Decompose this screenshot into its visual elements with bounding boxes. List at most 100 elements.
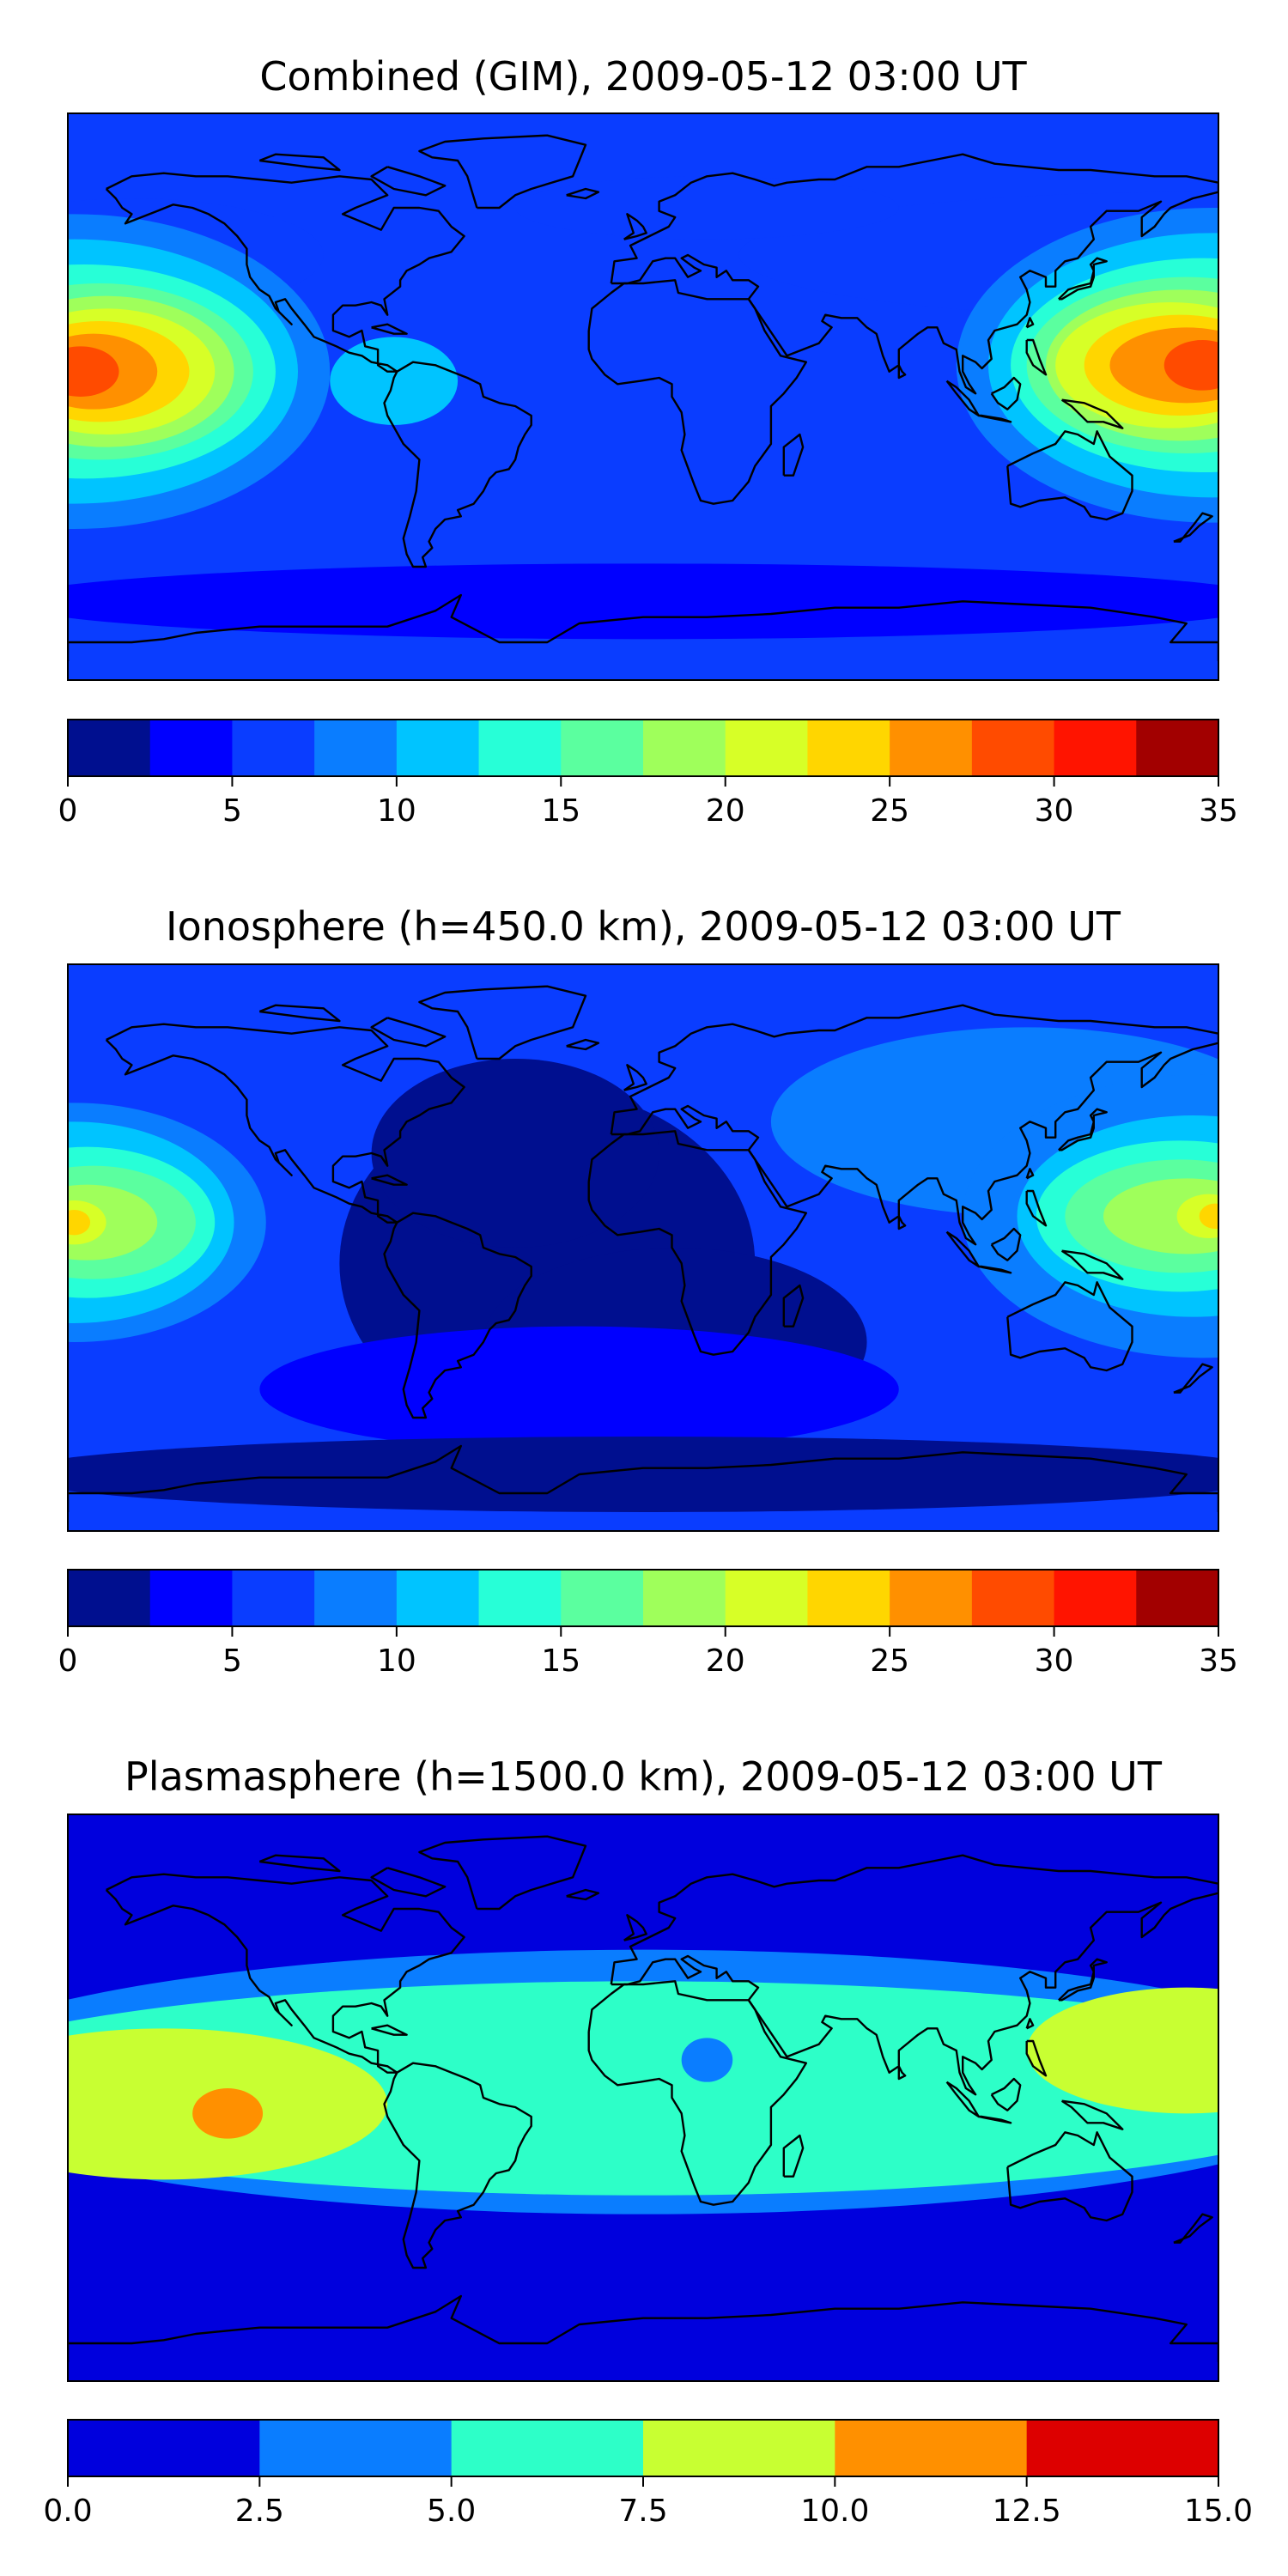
colorbar-frame [67,1569,1219,1627]
colorbar-segment [259,2420,453,2476]
coastline [610,1004,1218,1246]
colorbar-tick-label: 0 [58,793,78,829]
colorbar-segment [314,1570,398,1626]
coastline [978,414,1012,423]
colorbar-segment [643,1570,726,1626]
contour-region [515,176,899,240]
colorbar-segment [314,720,398,776]
colorbar-segment [68,1570,151,1626]
colorbar-segment [643,2420,835,2476]
colorbar-segment [478,720,562,776]
colorbar-segment [1136,720,1219,776]
colorbar-segment [1054,720,1137,776]
coastline [1025,317,1035,329]
contour-region [681,2038,733,2082]
colorbar-tick-label: 30 [1035,1643,1074,1679]
contour-region [68,1210,91,1236]
coastline [566,187,600,200]
colorbar-plasmasphere: 0.0 2.5 5.0 7.5 10.0 12.5 15.0 [43,2419,1253,2529]
panel-combined: Combined (GIM), 2009-05-12 03:00 UT 0 5 10… [58,53,1238,829]
map-ionosphere [68,964,1218,1531]
colorbar-tick-label: 10 [377,1643,416,1679]
coastline [623,1914,647,1941]
coastline [418,985,587,1060]
coastline [623,213,647,240]
colorbar-segment [807,720,890,776]
coastline [897,364,907,380]
colorbar-tick-label: 10 [377,793,416,829]
coastline [68,1444,1218,1512]
contour-region [68,346,119,397]
coastline [383,1212,532,1419]
coastline [782,433,805,477]
panel-title: Combined (GIM), 2009-05-12 03:00 UT [259,53,1027,100]
colorbar-tick-label: 15 [541,793,580,829]
coastline [418,1835,587,1911]
colorbar-combined: 0 5 10 15 20 25 30 35 [58,719,1238,829]
coastline [897,2065,907,2081]
coastline [370,1867,447,1898]
coastline [383,2062,532,2269]
coastline [1173,2213,1213,2244]
coastline [610,1854,1218,2096]
panel-title: Plasmasphere (h=1500.0 km), 2009-05-12 0… [125,1753,1163,1800]
colorbar-tick-label: 25 [870,1643,909,1679]
contour-region [371,1059,659,1248]
colorbar-tick-label: 20 [706,793,745,829]
coastline [1025,2018,1035,2030]
coastline [1173,1363,1213,1394]
coastline [587,279,807,505]
coastline [782,2134,805,2178]
coastline [1025,1189,1048,1227]
colorbar-segment [971,1570,1055,1626]
coastline [68,2294,1218,2362]
coastline [1006,1281,1133,1372]
coastline [1060,398,1124,429]
coastline [1025,2039,1048,2077]
coastline [978,1265,1012,1274]
colorbar-segment [396,720,480,776]
colorbar-segment [971,720,1055,776]
coastline [1006,2131,1133,2222]
coastline [105,172,465,373]
map-frame [67,1814,1219,2382]
coastline [68,593,1218,661]
colorbar-segment [451,2420,644,2476]
coastline [1058,1958,1108,2002]
contour-region [68,1437,1218,1512]
coastline [990,376,1022,410]
colorbar-segment [807,1570,890,1626]
colorbar-segment [835,2420,1028,2476]
coastline [258,1854,341,1873]
contour-region [1103,1178,1218,1255]
contour-region [1199,1203,1218,1229]
coastline [897,1215,907,1230]
colorbar-tick-label: 5 [222,793,242,829]
panel-plasmasphere: Plasmasphere (h=1500.0 km), 2009-05-12 0… [43,1753,1253,2529]
colorbar-tick-label: 0 [58,1643,78,1679]
coastline [1060,2099,1124,2130]
panel-ionosphere: Ionosphere (h=450.0 km), 2009-05-12 03:0… [58,903,1238,1679]
coastline [1060,1249,1124,1280]
map-plasmasphere [68,1814,1218,2381]
colorbar-segment [68,720,151,776]
coastline [1025,338,1048,376]
coastline [1058,257,1108,301]
coastline [370,1017,447,1048]
panel-title: Ionosphere (h=450.0 km), 2009-05-12 03:0… [166,903,1121,950]
colorbar-tick-label: 5 [222,1643,242,1679]
colorbar-segment [478,1570,562,1626]
map-frame [67,963,1219,1532]
colorbar-tick-label: 12.5 [993,2494,1061,2529]
coastline [371,2024,408,2036]
map-combined [68,113,1218,680]
colorbar-tick-label: 20 [706,1643,745,1679]
contour-region [1163,340,1218,391]
coastline [1058,1108,1108,1151]
colorbar-segment [725,1570,808,1626]
coastline [383,361,532,568]
colorbar-tick-label: 15 [541,1643,580,1679]
coastline [105,1023,465,1224]
colorbar-frame [67,719,1219,777]
coastline [370,166,447,197]
